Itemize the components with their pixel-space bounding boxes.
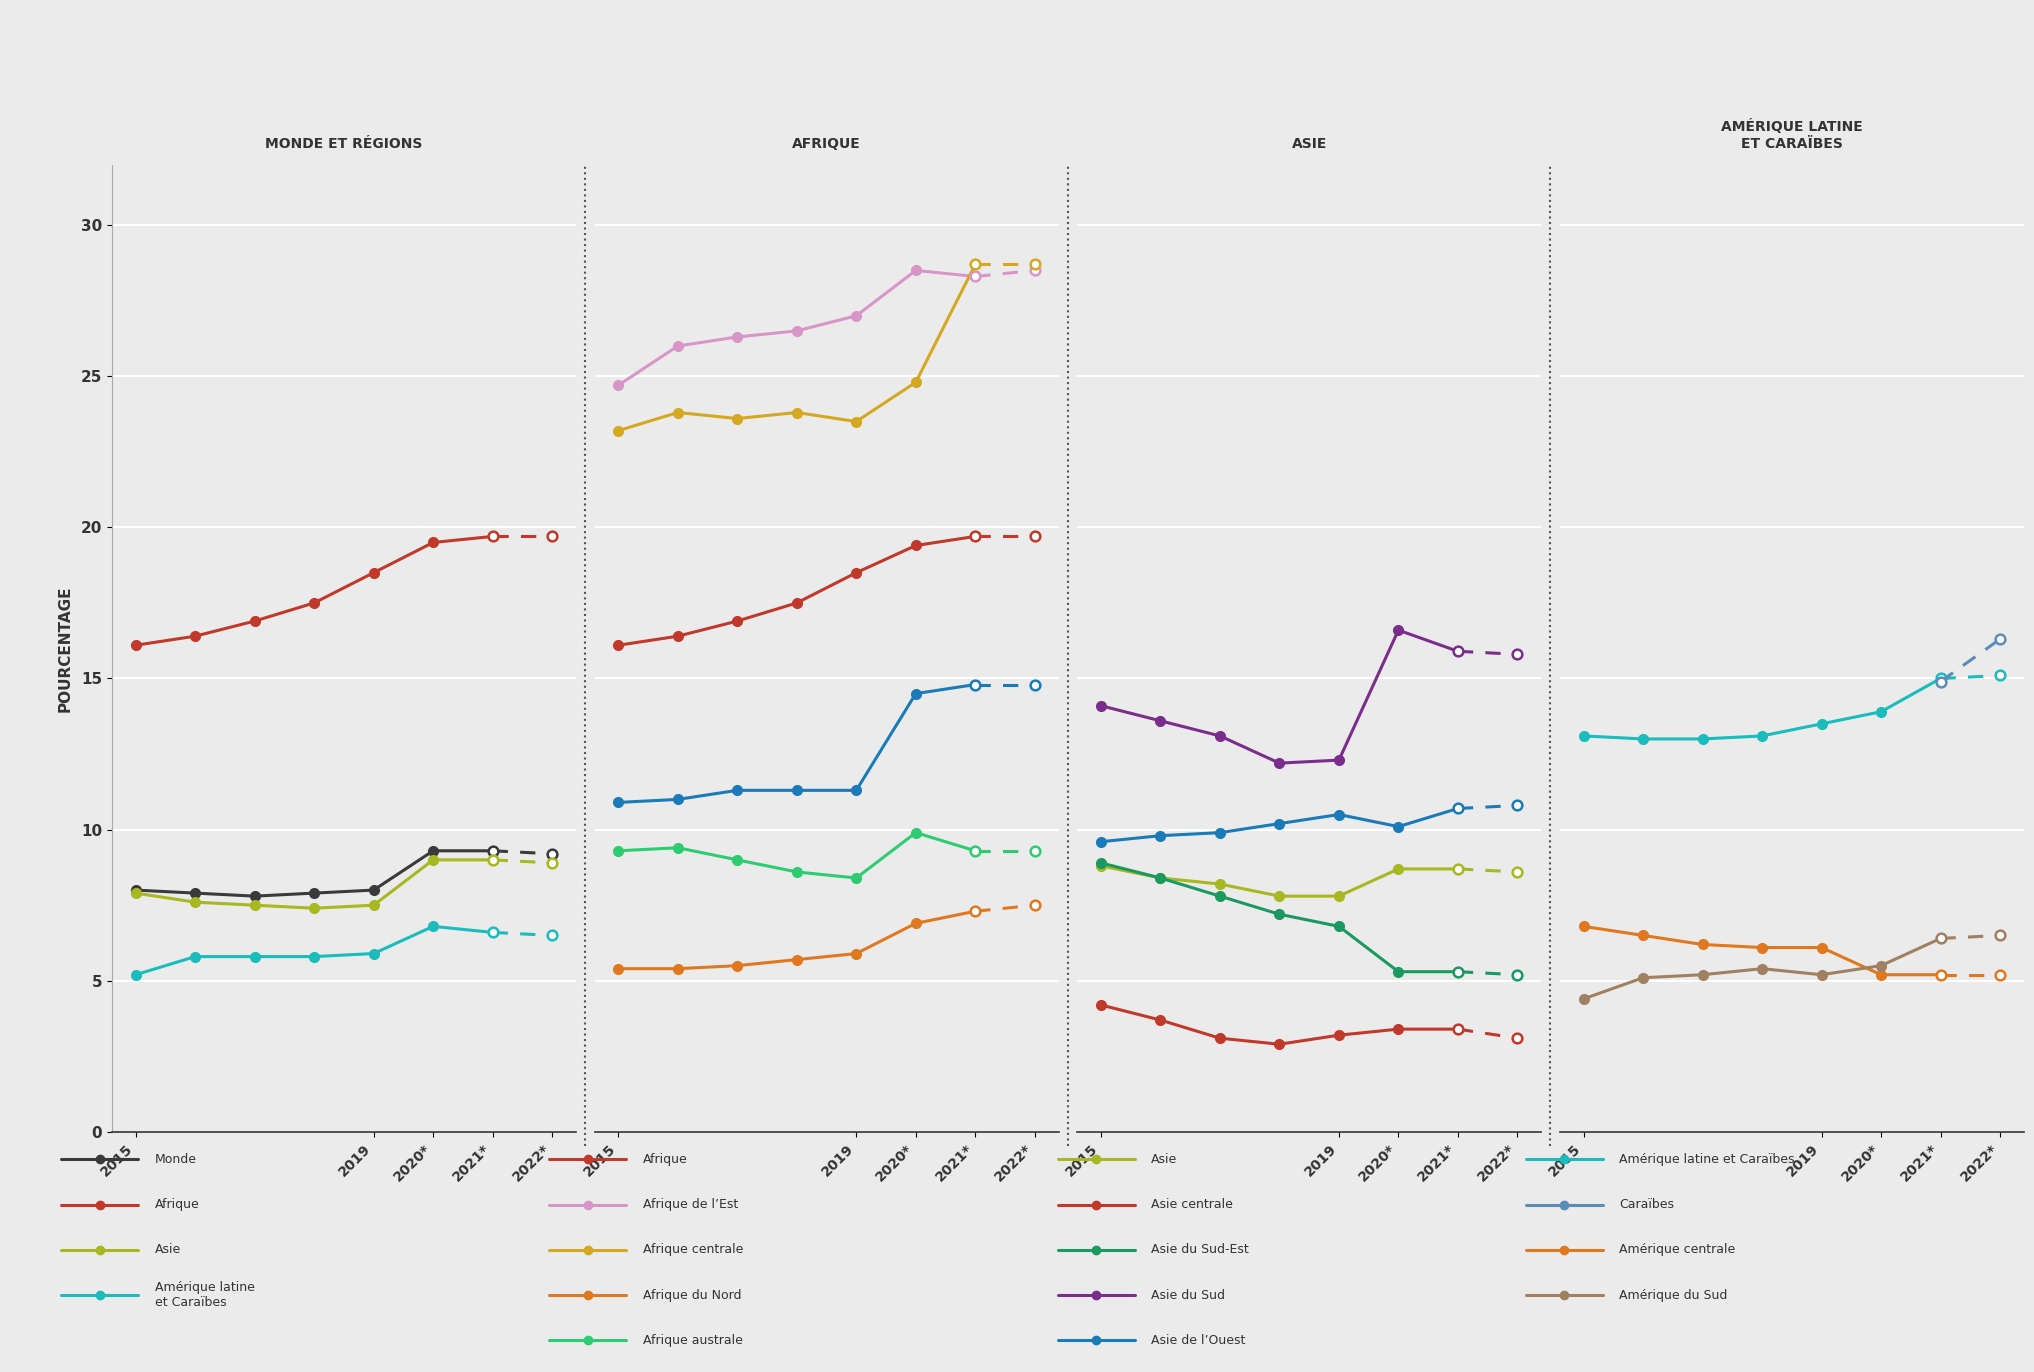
Text: Monde: Monde: [155, 1152, 197, 1166]
Text: Asie de l’Ouest: Asie de l’Ouest: [1151, 1334, 1245, 1347]
Text: Asie: Asie: [155, 1243, 181, 1257]
Title: ASIE: ASIE: [1292, 137, 1326, 151]
Y-axis label: POURCENTAGE: POURCENTAGE: [57, 584, 73, 712]
Text: Amérique latine et Caraïbes: Amérique latine et Caraïbes: [1619, 1152, 1794, 1166]
Text: Afrique australe: Afrique australe: [643, 1334, 742, 1347]
Text: Afrique: Afrique: [643, 1152, 687, 1166]
Title: AFRIQUE: AFRIQUE: [791, 137, 860, 151]
Text: Amérique du Sud: Amérique du Sud: [1619, 1288, 1727, 1302]
Text: Asie du Sud: Asie du Sud: [1151, 1288, 1224, 1302]
Text: Afrique: Afrique: [155, 1198, 199, 1211]
Text: Caraïbes: Caraïbes: [1619, 1198, 1674, 1211]
Text: Afrique de l’Est: Afrique de l’Est: [643, 1198, 738, 1211]
Text: Amérique latine
et Caraïbes: Amérique latine et Caraïbes: [155, 1281, 254, 1309]
Text: Asie centrale: Asie centrale: [1151, 1198, 1233, 1211]
Title: AMÉRIQUE LATINE
ET CARAÏBES: AMÉRIQUE LATINE ET CARAÏBES: [1721, 118, 1863, 151]
Text: Asie: Asie: [1151, 1152, 1178, 1166]
Text: Afrique centrale: Afrique centrale: [643, 1243, 742, 1257]
Title: MONDE ET RÉGIONS: MONDE ET RÉGIONS: [264, 137, 423, 151]
Text: Afrique du Nord: Afrique du Nord: [643, 1288, 740, 1302]
Text: Asie du Sud-Est: Asie du Sud-Est: [1151, 1243, 1249, 1257]
Text: Amérique centrale: Amérique centrale: [1619, 1243, 1735, 1257]
